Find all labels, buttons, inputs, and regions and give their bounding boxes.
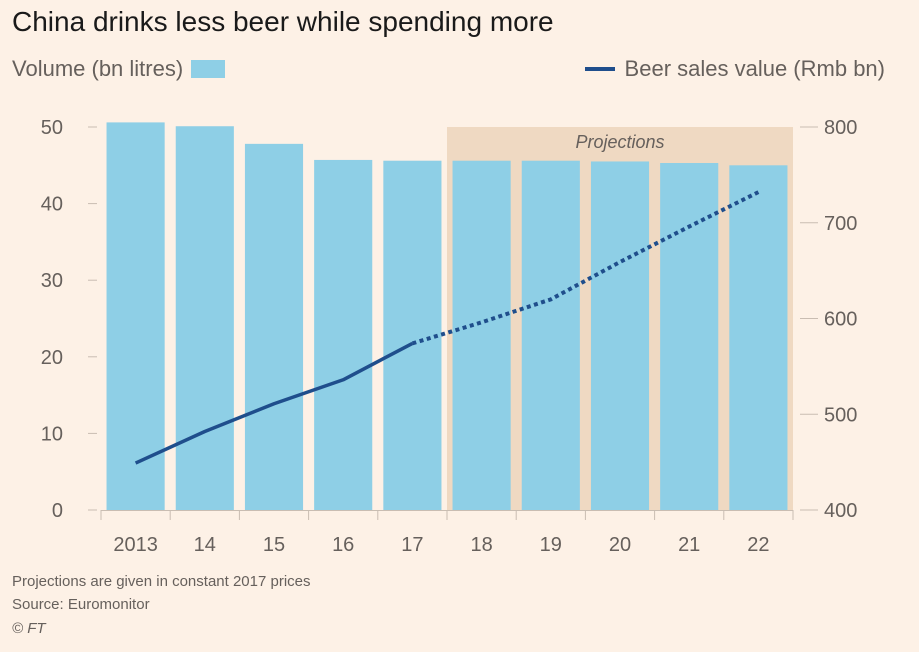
x-tick-label: 18: [470, 534, 492, 556]
x-tick-label: 16: [332, 534, 354, 556]
right-tick-label: 700: [824, 213, 857, 235]
x-tick-label: 14: [194, 534, 216, 556]
left-tick-label: 40: [41, 194, 63, 216]
footer-note: Projections are given in constant 2017 p…: [12, 573, 311, 590]
legend-sales-value-line: [584, 67, 615, 71]
left-tick-label: 10: [41, 423, 63, 445]
right-tick-label: 400: [824, 500, 857, 522]
projection-label: Projections: [575, 132, 664, 152]
x-tick-label: 17: [401, 534, 423, 556]
bar-volume: [106, 122, 165, 511]
footer-source: Source: Euromonitor: [12, 596, 150, 613]
bar-volume: [590, 161, 650, 510]
bar-volume: [660, 163, 719, 510]
right-tick-label: 500: [824, 404, 857, 426]
left-tick-label: 0: [52, 500, 63, 522]
bar-volume: [244, 143, 304, 511]
x-tick-label: 21: [678, 534, 700, 556]
legend-volume: Volume (bn litres): [12, 56, 226, 82]
legend-volume-label: Volume (bn litres): [12, 56, 184, 81]
bar-volume: [175, 126, 234, 510]
chart-title: China drinks less beer while spending mo…: [12, 6, 554, 37]
x-tick-label: 2013: [113, 534, 158, 556]
footer-credit: © FT: [12, 620, 46, 637]
bar-volume: [521, 160, 580, 511]
bar-volume: [314, 159, 373, 511]
left-tick-label: 20: [41, 347, 63, 369]
left-tick-label: 30: [41, 270, 63, 292]
legend-volume-swatch: [191, 60, 226, 78]
x-tick-label: 20: [609, 534, 631, 556]
x-tick-label: 19: [540, 534, 562, 556]
bar-volume: [729, 165, 788, 511]
right-tick-label: 800: [824, 117, 857, 139]
bar-volume: [383, 160, 442, 511]
bar-volume: [452, 160, 511, 511]
x-tick-label: 15: [263, 534, 285, 556]
legend-sales-value: Beer sales value (Rmb bn): [584, 56, 885, 82]
line-sales-value-projection: [411, 190, 760, 346]
line-sales-value-actual: [134, 341, 414, 465]
left-tick-label: 50: [41, 117, 63, 139]
right-tick-label: 600: [824, 309, 857, 331]
x-tick-label: 22: [747, 534, 769, 556]
legend-sales-value-label: Beer sales value (Rmb bn): [624, 56, 885, 81]
